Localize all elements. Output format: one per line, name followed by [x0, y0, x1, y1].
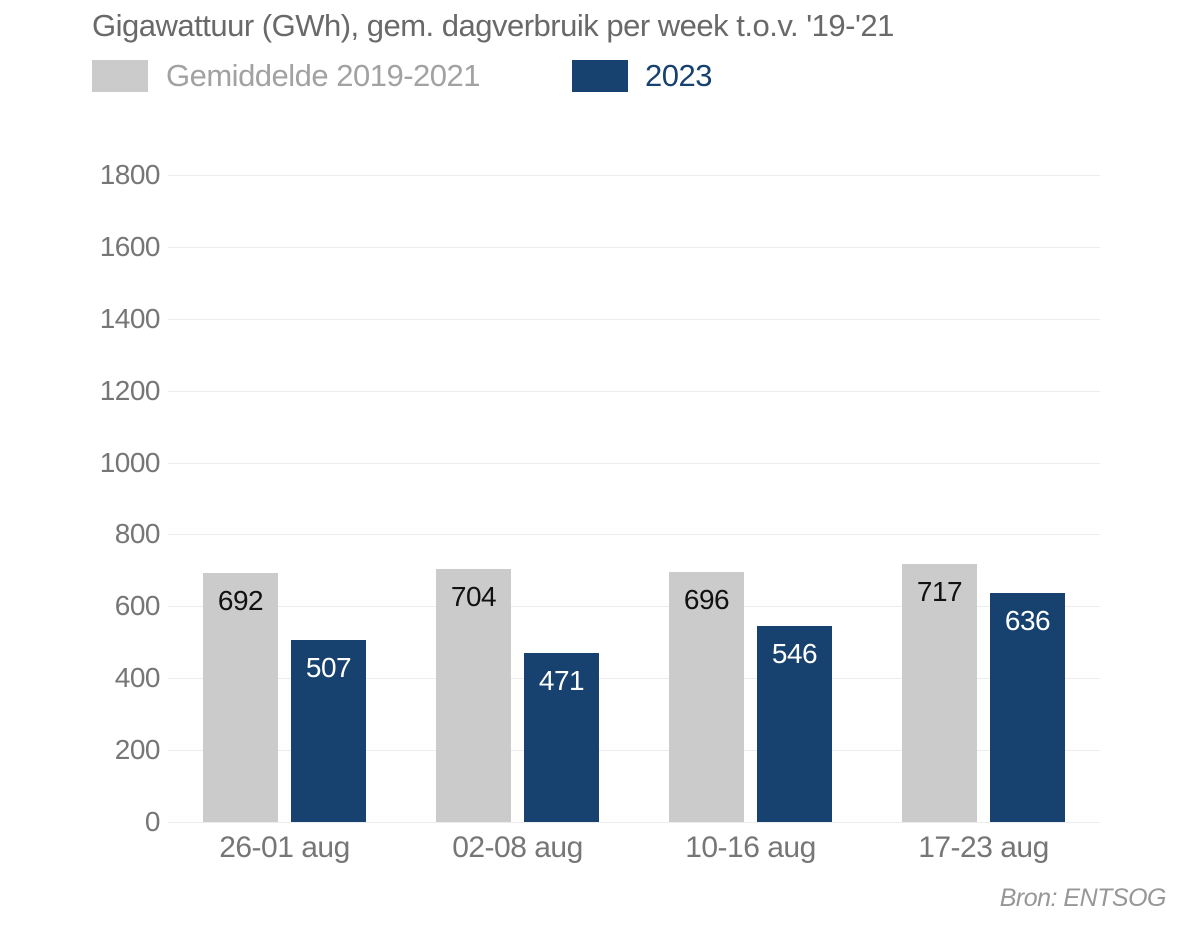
bar-2023-17-23-aug: 636: [990, 593, 1065, 822]
y-tick-label-400: 400: [114, 662, 161, 694]
bar-value-label: 471: [538, 664, 585, 696]
y-tick-label-1000: 1000: [99, 446, 161, 478]
y-tick-label-1200: 1200: [99, 374, 161, 406]
gridline-200: [168, 750, 1100, 752]
bar-2023-10-16-aug: 546: [757, 625, 832, 822]
bar-gemiddelde-2019-2021-26-01-aug: 692: [203, 573, 278, 822]
gridline-0: [168, 822, 1100, 823]
y-tick-label-200: 200: [114, 734, 161, 766]
bar-value-label: 704: [450, 580, 497, 612]
bar-value-label: 696: [683, 583, 730, 615]
bar-gemiddelde-2019-2021-17-23-aug: 717: [902, 564, 977, 822]
y-tick-label-800: 800: [114, 518, 161, 550]
gridline-1600: [168, 246, 1100, 248]
bar-value-label: 692: [217, 585, 264, 617]
bar-2023-26-01-aug: 507: [291, 639, 366, 822]
bar-gemiddelde-2019-2021-02-08-aug: 704: [436, 568, 511, 822]
gridline-1400: [168, 318, 1100, 320]
x-category-label-10-16-aug: 10-16 aug: [685, 831, 816, 864]
bar-value-label: 636: [1004, 605, 1051, 637]
x-category-label-17-23-aug: 17-23 aug: [918, 831, 1049, 864]
x-category-label-02-08-aug: 02-08 aug: [452, 831, 583, 864]
bar-value-label: 717: [916, 576, 963, 608]
legend-label-gemiddelde-2019-2021: Gemiddelde 2019-2021: [166, 58, 481, 93]
y-tick-label-1400: 1400: [99, 302, 161, 334]
y-tick-label-600: 600: [114, 590, 161, 622]
bar-value-label: 546: [771, 637, 818, 669]
y-tick-label-0: 0: [144, 806, 161, 837]
x-category-label-26-01-aug: 26-01 aug: [219, 831, 350, 864]
legend-swatch-gemiddelde-2019-2021: [92, 60, 148, 92]
gridline-1000: [168, 462, 1100, 464]
gridline-1200: [168, 390, 1100, 392]
bar-2023-02-08-aug: 471: [524, 652, 599, 822]
chart-title: Gigawattuur (GWh), gem. dagverbruik per …: [92, 8, 894, 43]
gridline-1800: [168, 175, 1100, 176]
legend-label-2023: 2023: [645, 58, 712, 93]
source-note: Bron: ENTSOG: [999, 884, 1167, 912]
bar-value-label: 507: [305, 651, 352, 683]
gridline-800: [168, 534, 1100, 536]
legend-swatch-2023: [572, 60, 628, 92]
y-tick-label-1600: 1600: [99, 230, 161, 262]
bar-gemiddelde-2019-2021-10-16-aug: 696: [669, 571, 744, 822]
y-tick-label-1800: 1800: [99, 159, 161, 190]
gridline-600: [168, 606, 1100, 608]
gridline-400: [168, 678, 1100, 680]
